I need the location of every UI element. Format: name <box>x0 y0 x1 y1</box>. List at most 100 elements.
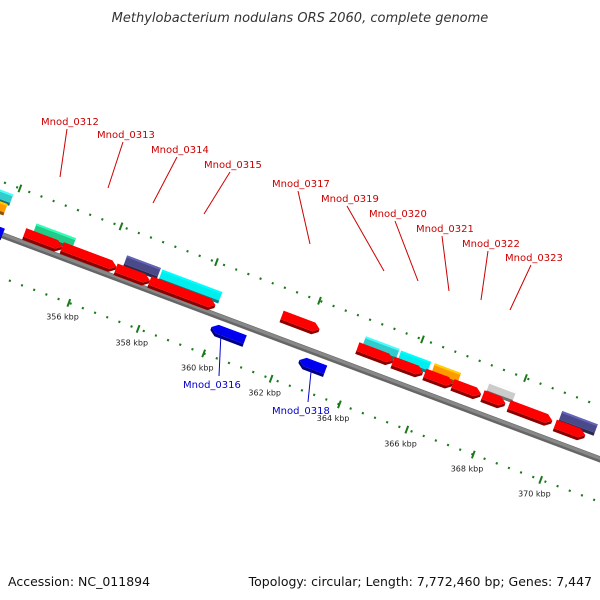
outer-scale-major <box>17 184 528 383</box>
outer-scale-track-dot <box>380 322 384 326</box>
gene-mnod-0323-a[interactable] <box>480 390 506 409</box>
outer-scale-track-dot <box>527 377 530 381</box>
gene-edge-blue-side <box>0 236 2 241</box>
inner-scale-track-dot <box>300 388 304 392</box>
gene-mnod-0319[interactable] <box>355 342 394 366</box>
gene-mnod-0320-side <box>390 365 423 378</box>
scale-label: 370 kbp <box>518 490 551 499</box>
label-leader-line <box>152 156 178 204</box>
gene-label-mnod-0312[interactable]: Mnod_0312 <box>41 117 99 178</box>
gene-label-mnod-0315[interactable]: Mnod_0315 <box>203 160 262 215</box>
outer-scale-track-dot <box>393 327 396 331</box>
gene-mnod-0312-arrow[interactable] <box>22 228 63 252</box>
gene-label-text: Mnod_0317 <box>272 179 330 190</box>
gene-label-mnod-0317[interactable]: Mnod_0317 <box>272 179 330 245</box>
inner-scale-track-dot <box>446 443 450 447</box>
outer-scale-track-dot <box>587 400 591 404</box>
inner-scale-track-dot <box>57 297 60 301</box>
gene-label-text: Mnod_0319 <box>321 194 379 205</box>
gene-mnod-0323-b-side <box>506 408 553 426</box>
inner-scale-track-dot <box>276 379 279 383</box>
outer-scale-track-dot <box>222 263 226 267</box>
gene-mnod-0314[interactable] <box>113 263 150 286</box>
gene-mnod-0322-arrow[interactable] <box>450 379 482 400</box>
gene-edge-red-right[interactable] <box>552 419 586 441</box>
gene-mnod-0315[interactable] <box>147 276 216 311</box>
gene-label-mnod-0320[interactable]: Mnod_0320 <box>369 209 427 282</box>
inner-scale-track-dot <box>312 393 316 397</box>
gene-mnod-0313-face <box>60 242 117 269</box>
gene-edge-cyan[interactable] <box>0 184 14 206</box>
gene-label-mnod-0322[interactable]: Mnod_0322 <box>462 239 520 301</box>
genome-track: 356 kbp 358 kbp 360 kbp 362 kbp 364 kbp 366 k… <box>0 117 600 502</box>
gene-mnod-0314-highlight <box>117 263 146 276</box>
outer-scale-track-dot <box>259 277 262 281</box>
gene-label-text: Mnod_0315 <box>204 160 262 171</box>
outer-scale-track-dot <box>502 368 506 372</box>
gene-label-mnod-0323[interactable]: Mnod_0323 <box>505 253 563 311</box>
outer-scale-track-dot <box>466 354 469 358</box>
outer-scale-major-tick <box>420 335 425 344</box>
gene-label-mnod-0313[interactable]: Mnod_0313 <box>97 130 155 189</box>
outer-scale-track-dot <box>295 290 299 294</box>
inner-scale-track-dot <box>580 493 584 497</box>
scale-label: 356 kbp <box>46 313 79 322</box>
outer-scale-track-dot <box>356 313 360 317</box>
map-title: Methylobacterium nodulans ORS 2060, comp… <box>112 11 489 26</box>
inner-scale-track-dot <box>519 471 523 474</box>
scale-label: 358 kbp <box>115 339 148 348</box>
outer-scale-track-dot <box>210 259 214 262</box>
gene-mnod-0318-face <box>299 357 328 374</box>
outer-scale-track-dot <box>76 208 80 212</box>
outer-scale-track-dot <box>271 281 274 285</box>
inner-scale-track-dot <box>458 448 462 452</box>
outer-scale-track-dot <box>174 245 177 249</box>
gene-mnod-0323-b[interactable] <box>506 400 553 426</box>
outer-scale-track-dot <box>563 391 567 395</box>
inner-scale-track-dot <box>592 498 596 502</box>
gene-mnod-0315-side <box>147 284 216 311</box>
outer-scale-track-dot <box>441 345 445 349</box>
gene-mnod-0320[interactable] <box>390 356 423 378</box>
gene-edge-orange[interactable] <box>0 194 8 216</box>
outer-scale-major-tick <box>214 258 219 267</box>
gene-label-mnod-0318[interactable]: Mnod_0318 <box>272 361 330 417</box>
outer-scale-track-dot <box>15 185 19 189</box>
inner-scale-track-dot <box>32 288 36 292</box>
inner-scale-track-dot <box>531 475 535 479</box>
scale-label: 366 kbp <box>384 440 417 449</box>
gene-mnod-0316[interactable] <box>210 324 247 347</box>
gene-mnod-0314-block[interactable] <box>123 255 161 280</box>
inner-scale-track-dot <box>191 347 194 351</box>
gene-mnod-0312-block-highlight <box>35 223 76 241</box>
outer-scale-track-dot <box>101 217 104 221</box>
gene-label-mnod-0316[interactable]: Mnod_0316 <box>183 332 241 391</box>
inner-scale-track-dot <box>398 425 401 429</box>
outer-scale-track-dot <box>161 240 165 244</box>
inner-scale-track-dot <box>154 334 158 337</box>
gene-mnod-0323-b-face <box>507 400 553 423</box>
outer-scale-track-dot <box>27 190 31 194</box>
outer-scale-major-tick <box>523 373 528 383</box>
gene-label-mnod-0321[interactable]: Mnod_0321 <box>416 224 474 292</box>
gene-mnod-0317[interactable] <box>279 310 320 335</box>
gene-mnod-0318[interactable] <box>298 357 328 377</box>
gene-mnod-0320-highlight <box>394 356 419 368</box>
gene-edge-blue[interactable] <box>0 217 5 241</box>
gene-label-mnod-0319[interactable]: Mnod_0319 <box>321 194 385 272</box>
outer-scale-track-dot <box>113 222 116 226</box>
gene-mnod-0322-arrow-side <box>450 387 482 400</box>
gene-mnod-0321[interactable] <box>422 368 453 389</box>
gene-mnod-0321-block-face <box>431 363 462 382</box>
outer-scale-track-dot <box>3 181 7 185</box>
gene-mnod-0318-side <box>298 360 325 377</box>
gene-mnod-0316-highlight <box>217 324 247 338</box>
outer-scale-track-dot <box>539 382 542 386</box>
inner-scale-track-dot <box>130 325 133 328</box>
gene-mnod-0313[interactable] <box>59 242 117 272</box>
outer-scale-track-dot <box>88 213 92 217</box>
gene-label-mnod-0314[interactable]: Mnod_0314 <box>151 145 209 204</box>
label-leader-line <box>346 205 385 272</box>
outer-scale-track-dot <box>332 304 335 308</box>
inner-scale-track-dot <box>410 429 413 433</box>
